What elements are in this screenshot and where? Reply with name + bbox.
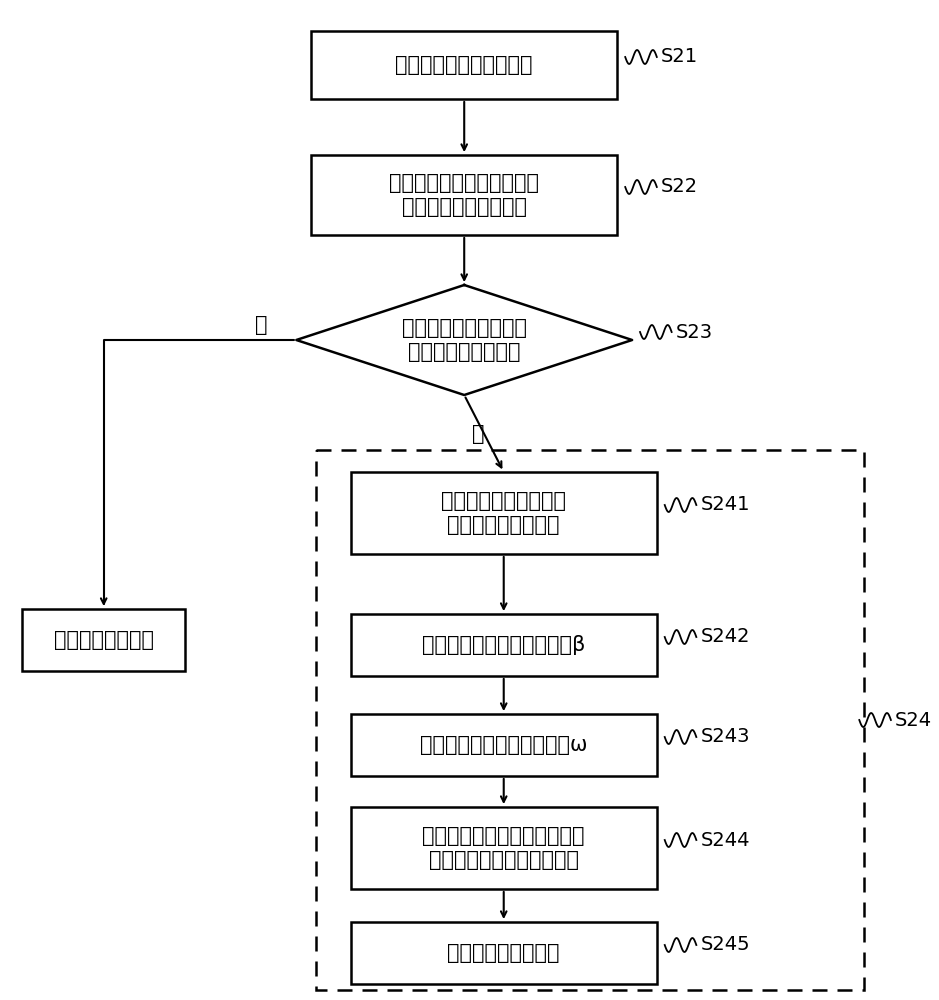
Bar [350,807,656,889]
Text: S245: S245 [700,936,750,954]
Text: 背景区域是否存在温度
高于温度阈值的区域: 背景区域是否存在温度 高于温度阈值的区域 [402,318,527,362]
Text: 获得目标人体的距离: 获得目标人体的距离 [448,943,560,963]
Text: S243: S243 [700,728,749,746]
Polygon shape [297,285,632,395]
Text: 获得关于水平方位角、人体距
离以及头部区域的采样数据: 获得关于水平方位角、人体距 离以及头部区域的采样数据 [423,826,585,870]
Text: S241: S241 [700,495,749,514]
Bar [311,31,617,99]
Text: S24: S24 [895,710,932,730]
Bar [23,609,185,671]
Text: 获得目标人体的头部区域、
驱干区域以及背景区域: 获得目标人体的头部区域、 驱干区域以及背景区域 [390,173,539,217]
Text: 计算目标人体的水平方位角ω: 计算目标人体的水平方位角ω [420,735,588,755]
Text: S21: S21 [661,47,698,66]
Text: 是: 是 [255,315,268,335]
Bar [350,472,656,554]
Text: 对环境热图像进行预处理: 对环境热图像进行预处理 [395,55,533,75]
Text: S244: S244 [700,830,749,850]
Text: S242: S242 [700,628,749,647]
Text: 报警器发出蜂鸣声: 报警器发出蜂鸣声 [54,630,154,650]
Text: 获取目标人体的头部区
域中心点的位置信息: 获取目标人体的头部区 域中心点的位置信息 [441,491,566,535]
Bar [350,614,656,676]
Text: S23: S23 [675,322,713,342]
Bar [350,922,656,984]
Bar [316,450,864,990]
Text: 否: 否 [472,424,485,444]
Text: 计算目标人体的垂直方位角β: 计算目标人体的垂直方位角β [422,635,585,655]
Bar [311,155,617,235]
Bar [350,714,656,776]
Text: S22: S22 [661,178,698,196]
